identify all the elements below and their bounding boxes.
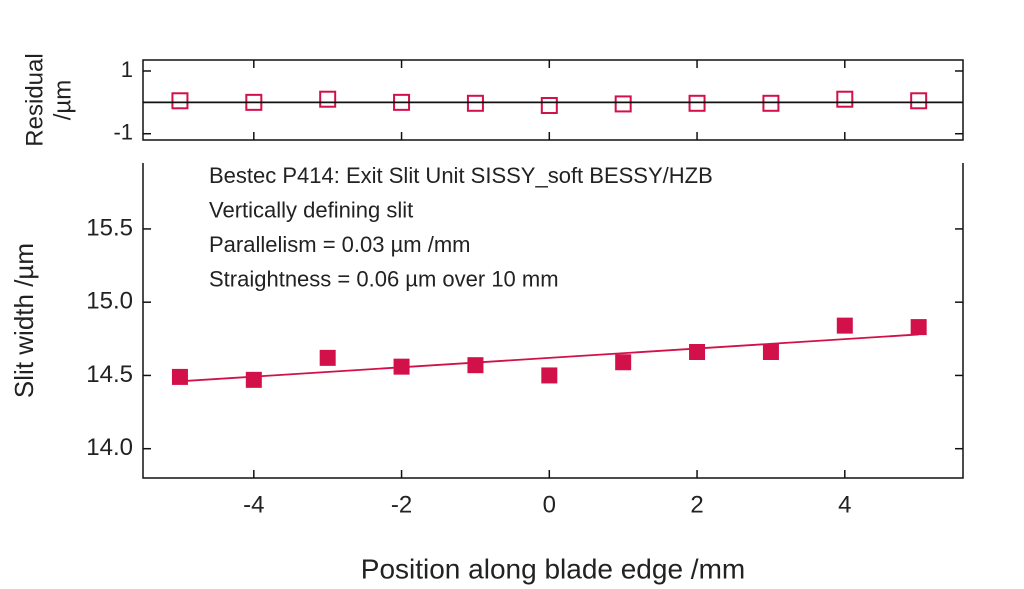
- annotation: Vertically defining slit: [209, 197, 413, 222]
- annotation: Straightness = 0.06 µm over 10 mm: [209, 266, 559, 291]
- data-point: [836, 317, 853, 334]
- y-tick-label: 14.5: [86, 361, 133, 388]
- data-point: [910, 92, 928, 110]
- x-tick-label: -4: [243, 491, 264, 518]
- data-point: [689, 344, 706, 360]
- x-tick-label: 4: [838, 491, 851, 518]
- data-point: [467, 357, 484, 374]
- data-point: [245, 371, 262, 388]
- data-point: [688, 94, 706, 112]
- data-point: [319, 90, 337, 108]
- data-point: [540, 96, 558, 114]
- data-point: [171, 368, 188, 385]
- y-tick-label: 15.0: [86, 288, 133, 315]
- data-point: [541, 367, 558, 384]
- data-point: [910, 319, 927, 336]
- y-tick-label: 14.0: [86, 434, 133, 461]
- x-axis-label: Position along blade edge /mm: [361, 553, 745, 584]
- data-point: [836, 90, 854, 108]
- annotation: Bestec P414: Exit Slit Unit SISSY_soft B…: [209, 163, 713, 188]
- x-tick-label: 0: [543, 491, 556, 518]
- y-axis-label: /µm: [49, 80, 76, 121]
- data-point: [762, 94, 780, 112]
- axis-frame: [142, 59, 964, 141]
- x-tick-label: 2: [690, 491, 703, 518]
- data-point: [614, 95, 632, 113]
- x-tick-label: -2: [391, 491, 412, 518]
- y-tick-label: 15.5: [86, 214, 133, 241]
- y-axis-label: Residual: [21, 53, 48, 146]
- fit-line: [179, 333, 919, 383]
- axis-frame: [142, 163, 964, 479]
- y-tick-label: 1: [121, 57, 133, 82]
- data-point: [615, 354, 632, 371]
- data-point: [466, 94, 484, 112]
- data-point: [319, 349, 336, 366]
- data-point: [762, 344, 779, 360]
- annotation: Parallelism = 0.03 µm /mm: [209, 232, 470, 257]
- y-axis-label: Slit width /µm: [9, 243, 39, 398]
- data-point: [171, 92, 189, 110]
- y-tick-label: -1: [113, 120, 133, 145]
